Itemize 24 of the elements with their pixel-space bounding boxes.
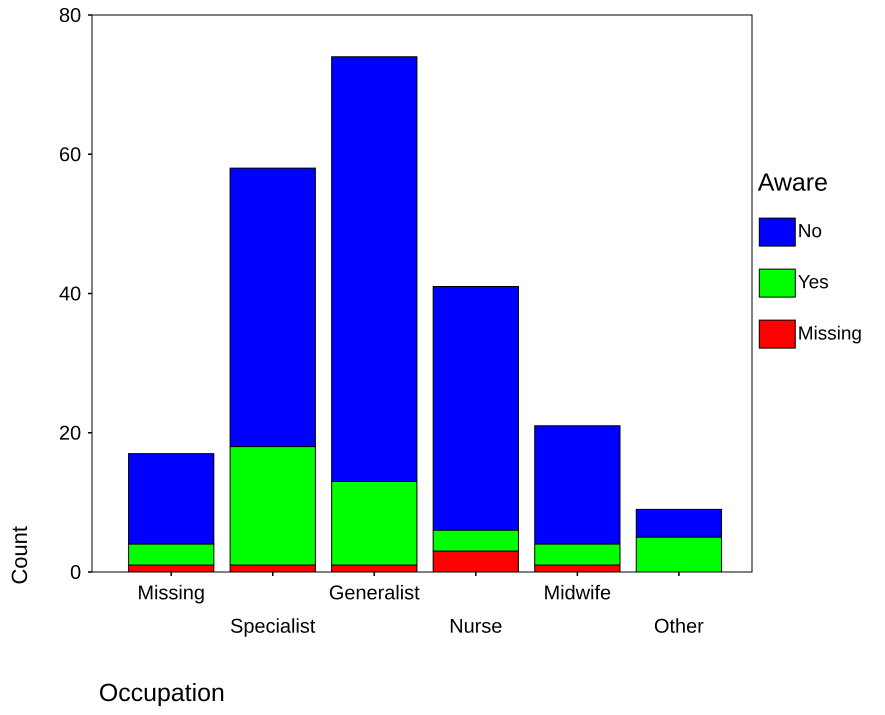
legend-title: Aware: [758, 174, 827, 191]
bar: [128, 544, 214, 566]
y-tick-label: 60: [60, 147, 80, 162]
x-tick-label: Other: [654, 618, 704, 633]
bar: [331, 480, 418, 566]
bar: [636, 536, 722, 572]
x-tick-label: Midwife: [545, 584, 610, 600]
x-tick-label: Nurse: [450, 618, 502, 633]
x-tick-label: Generalist: [330, 584, 420, 600]
bar: [230, 446, 316, 566]
x-tick-label: Missing: [139, 584, 204, 604]
y-tick-label: 0: [70, 564, 80, 580]
y-tick-label: 20: [60, 426, 80, 440]
legend-label: Missing: [799, 326, 861, 344]
y-tick-label: 40: [59, 286, 80, 301]
bar: [433, 551, 518, 572]
bar: [432, 530, 519, 552]
legend-label: No: [799, 224, 822, 238]
bar: [534, 544, 620, 566]
legend-label: Yes: [798, 275, 828, 288]
y-axis-title: Count: [12, 526, 28, 584]
x-axis-title: Occupation: [100, 682, 224, 706]
y-tick-label: 80: [60, 8, 80, 22]
x-tick-label: Specialist: [231, 618, 316, 637]
